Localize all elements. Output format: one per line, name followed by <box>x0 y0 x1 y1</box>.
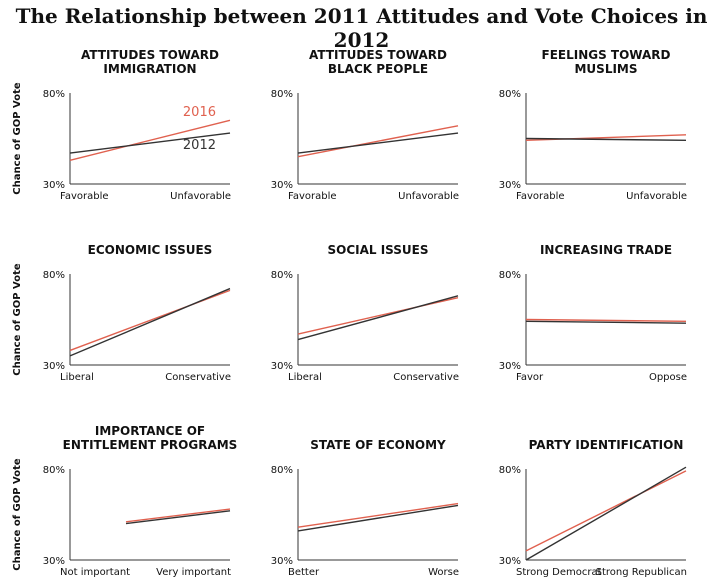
panel-8: STATE OF ECONOMY 80% 30%Better Worse <box>271 438 459 578</box>
series-line-2012 <box>69 287 231 357</box>
series-line-2012 <box>297 504 459 532</box>
series-line-2012 <box>525 466 687 561</box>
y-tick-label-bottom: 30% <box>271 556 293 567</box>
panel-title: BLACK PEOPLE <box>328 62 428 76</box>
series-line-2016 <box>297 502 459 528</box>
x-tick-label-right: Oppose <box>649 372 687 383</box>
y-tick-label-bottom: 30% <box>271 361 293 372</box>
panel-title: ATTITUDES TOWARD <box>309 48 447 62</box>
y-axis-label: Chance of GOP Vote <box>12 82 23 195</box>
panel-title: IMMIGRATION <box>103 62 196 76</box>
series-line-2012 <box>525 137 687 142</box>
panel-6: INCREASING TRADE 80% 30%Favor Oppose <box>499 243 687 383</box>
y-tick-label-bottom: 30% <box>499 180 521 191</box>
x-tick-label-right: Unfavorable <box>170 191 231 202</box>
series-line-2012 <box>297 132 459 154</box>
panel-title: ENTITLEMENT PROGRAMS <box>63 438 238 452</box>
panel-title: SOCIAL ISSUES <box>327 243 428 257</box>
y-axis-label: Chance of GOP Vote <box>12 263 23 376</box>
y-tick-label-top: 80% <box>499 89 521 100</box>
y-tick-label-bottom: 30% <box>43 361 65 372</box>
y-tick-label-top: 80% <box>43 270 65 281</box>
panel-title: ECONOMIC ISSUES <box>88 243 213 257</box>
y-tick-label-top: 80% <box>499 270 521 281</box>
y-axis-label: Chance of GOP Vote <box>12 458 23 571</box>
x-tick-label-left: Better <box>288 567 320 578</box>
panel-9: PARTY IDENTIFICATION 80% 30%Strong Democra… <box>499 438 687 578</box>
series-line-2016 <box>297 296 459 335</box>
x-tick-label-left: Favorable <box>516 191 565 202</box>
x-tick-label-right: Conservative <box>393 372 459 383</box>
y-tick-label-top: 80% <box>43 465 65 476</box>
series-line-2012 <box>525 320 687 324</box>
panel-title: STATE OF ECONOMY <box>310 438 446 452</box>
series-line-2016 <box>525 470 687 552</box>
panel-title: ATTITUDES TOWARD <box>81 48 219 62</box>
panel-title: PARTY IDENTIFICATION <box>529 438 684 452</box>
legend-label-2016: 2016 <box>183 105 216 120</box>
x-tick-label-left: Favor <box>516 372 544 383</box>
y-tick-label-top: 80% <box>271 465 293 476</box>
series-line-2012 <box>297 295 459 341</box>
chart-title: The Relationship between 2011 Attitudes … <box>15 4 708 52</box>
panel-title: IMPORTANCE OF <box>95 424 205 438</box>
x-tick-label-right: Unfavorable <box>398 191 459 202</box>
x-tick-label-right: Strong Republican <box>596 567 687 578</box>
series-line-2012 <box>125 510 231 525</box>
y-tick-label-bottom: 30% <box>43 556 65 567</box>
y-tick-label-top: 80% <box>43 89 65 100</box>
series-line-2016 <box>525 318 687 323</box>
series-line-2012 <box>69 132 231 154</box>
series-line-2016 <box>125 508 231 523</box>
y-tick-label-top: 80% <box>271 89 293 100</box>
x-tick-label-right: Worse <box>428 567 459 578</box>
y-tick-label-bottom: 30% <box>499 361 521 372</box>
x-tick-label-right: Conservative <box>165 372 231 383</box>
x-tick-label-left: Not important <box>60 567 130 578</box>
y-tick-label-bottom: 30% <box>499 556 521 567</box>
x-tick-label-left: Favorable <box>60 191 109 202</box>
series-line-2016 <box>297 125 459 158</box>
y-tick-label-top: 80% <box>499 465 521 476</box>
x-tick-label-right: Unfavorable <box>626 191 687 202</box>
panel-title: INCREASING TRADE <box>540 243 672 257</box>
x-tick-label-left: Liberal <box>288 372 322 383</box>
x-tick-label-left: Strong Democrat <box>516 567 602 578</box>
y-tick-label-bottom: 30% <box>43 180 65 191</box>
panel-5: SOCIAL ISSUES 80% 30%Liberal Conservative <box>271 243 459 383</box>
series-line-2016 <box>69 119 231 162</box>
x-tick-label-left: Liberal <box>60 372 94 383</box>
panel-4: ECONOMIC ISSUES 80% 30% Chance of GOP Vote L… <box>12 243 231 383</box>
x-tick-label-left: Favorable <box>288 191 337 202</box>
panel-title: FEELINGS TOWARD <box>542 48 671 62</box>
legend-label-2012: 2012 <box>183 138 216 153</box>
y-tick-label-bottom: 30% <box>271 180 293 191</box>
panel-title: MUSLIMS <box>574 62 637 76</box>
x-tick-label-right: Very important <box>156 567 231 578</box>
y-tick-label-top: 80% <box>271 270 293 281</box>
